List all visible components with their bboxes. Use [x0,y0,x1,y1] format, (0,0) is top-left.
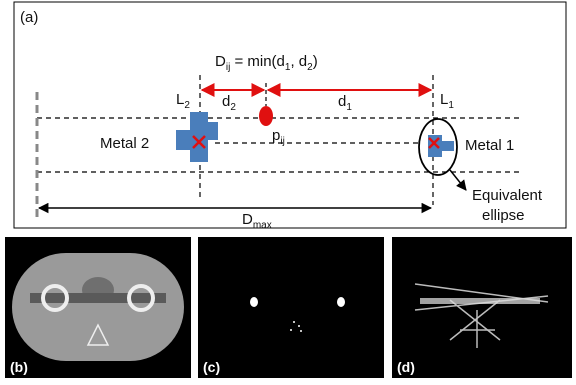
mask-image [198,237,384,378]
label-ellipse: ellipse [482,207,525,224]
panel-b: (b) [5,237,191,378]
point-pij [259,106,273,126]
artifact-image [392,237,572,378]
panel-d: (d) [392,237,572,378]
metal-blob [250,297,258,307]
panel-a: (a) Dij = min(d1, d2) L2 L1 d2 d1 pij Me… [14,2,566,231]
panel-label: (c) [203,359,220,375]
label-metal-2: Metal 2 [100,135,149,152]
panel-label: (a) [20,9,38,26]
label-equivalent: Equivalent [472,187,543,204]
figure: (a) Dij = min(d1, d2) L2 L1 d2 d1 pij Me… [0,0,576,380]
label-metal-1: Metal 1 [465,137,514,154]
panel-label: (d) [397,359,415,375]
metal-blob [337,297,345,307]
panel-c: (c) [198,237,384,378]
panel-label: (b) [10,359,28,375]
streak [30,293,166,303]
page: (a) Dij = min(d1, d2) L2 L1 d2 d1 pij Me… [0,0,576,380]
